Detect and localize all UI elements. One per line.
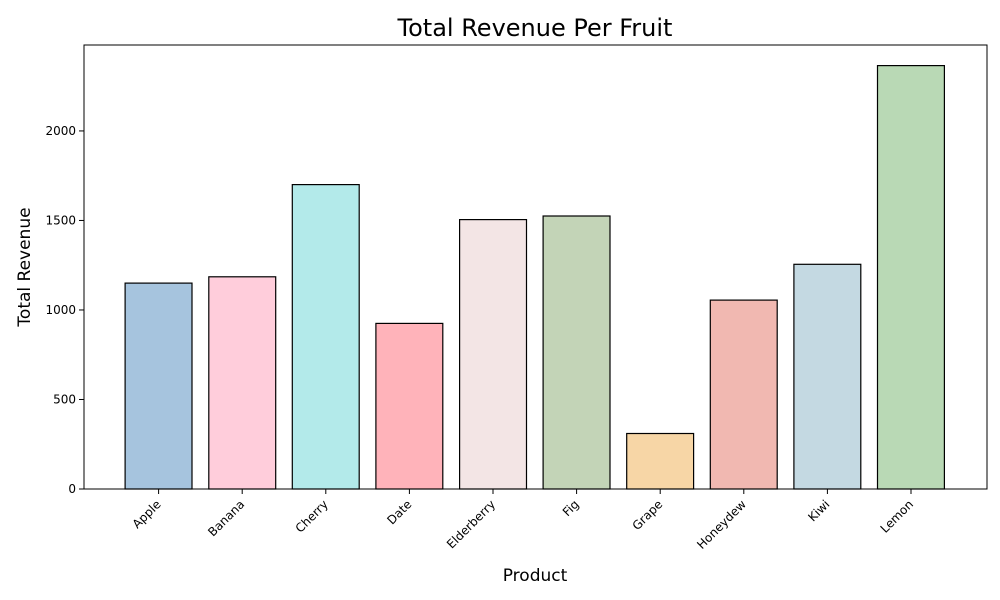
- bar-fig: [542, 215, 611, 490]
- y-tick-label: 1500: [45, 213, 76, 227]
- x-tick-label: Fig: [560, 497, 582, 519]
- y-tick-label: 500: [53, 392, 76, 406]
- x-axis-label: Product: [503, 566, 568, 586]
- x-tick-label: Elderberry: [444, 497, 498, 551]
- x-tick-label: Kiwi: [805, 497, 832, 524]
- chart-title: Total Revenue Per Fruit: [397, 14, 673, 42]
- x-tick-label: Lemon: [878, 497, 917, 536]
- y-tick-label: 1000: [45, 303, 76, 317]
- x-axis-ticks: Apple Banana Cherry Date Elderberry Fig Grape H…: [130, 489, 916, 552]
- x-tick-label: Cherry: [293, 497, 331, 535]
- x-tick-label: Honeydew: [694, 497, 749, 552]
- y-tick-label: 2000: [45, 124, 76, 138]
- bar-kiwi: [793, 263, 862, 490]
- plot-frame: [83, 44, 988, 490]
- bars-group: [124, 64, 946, 490]
- bar-cherry: [291, 184, 360, 490]
- x-tick-label: Apple: [130, 497, 164, 531]
- bar-banana: [208, 276, 277, 490]
- bar-elderberry: [459, 219, 528, 490]
- x-tick-label: Grape: [630, 497, 666, 533]
- y-axis-label: Total Revenue: [15, 207, 35, 327]
- x-tick-label: Date: [384, 497, 414, 527]
- bar-apple: [124, 282, 193, 490]
- bar-grape: [626, 432, 695, 490]
- bar-lemon: [876, 64, 946, 490]
- y-axis-ticks: 0 500 1000 1500 2000: [45, 124, 84, 496]
- y-tick-label: 0: [68, 482, 76, 496]
- bar-date: [375, 322, 444, 490]
- bar-honeydew: [709, 299, 778, 490]
- x-tick-label: Banana: [205, 497, 247, 539]
